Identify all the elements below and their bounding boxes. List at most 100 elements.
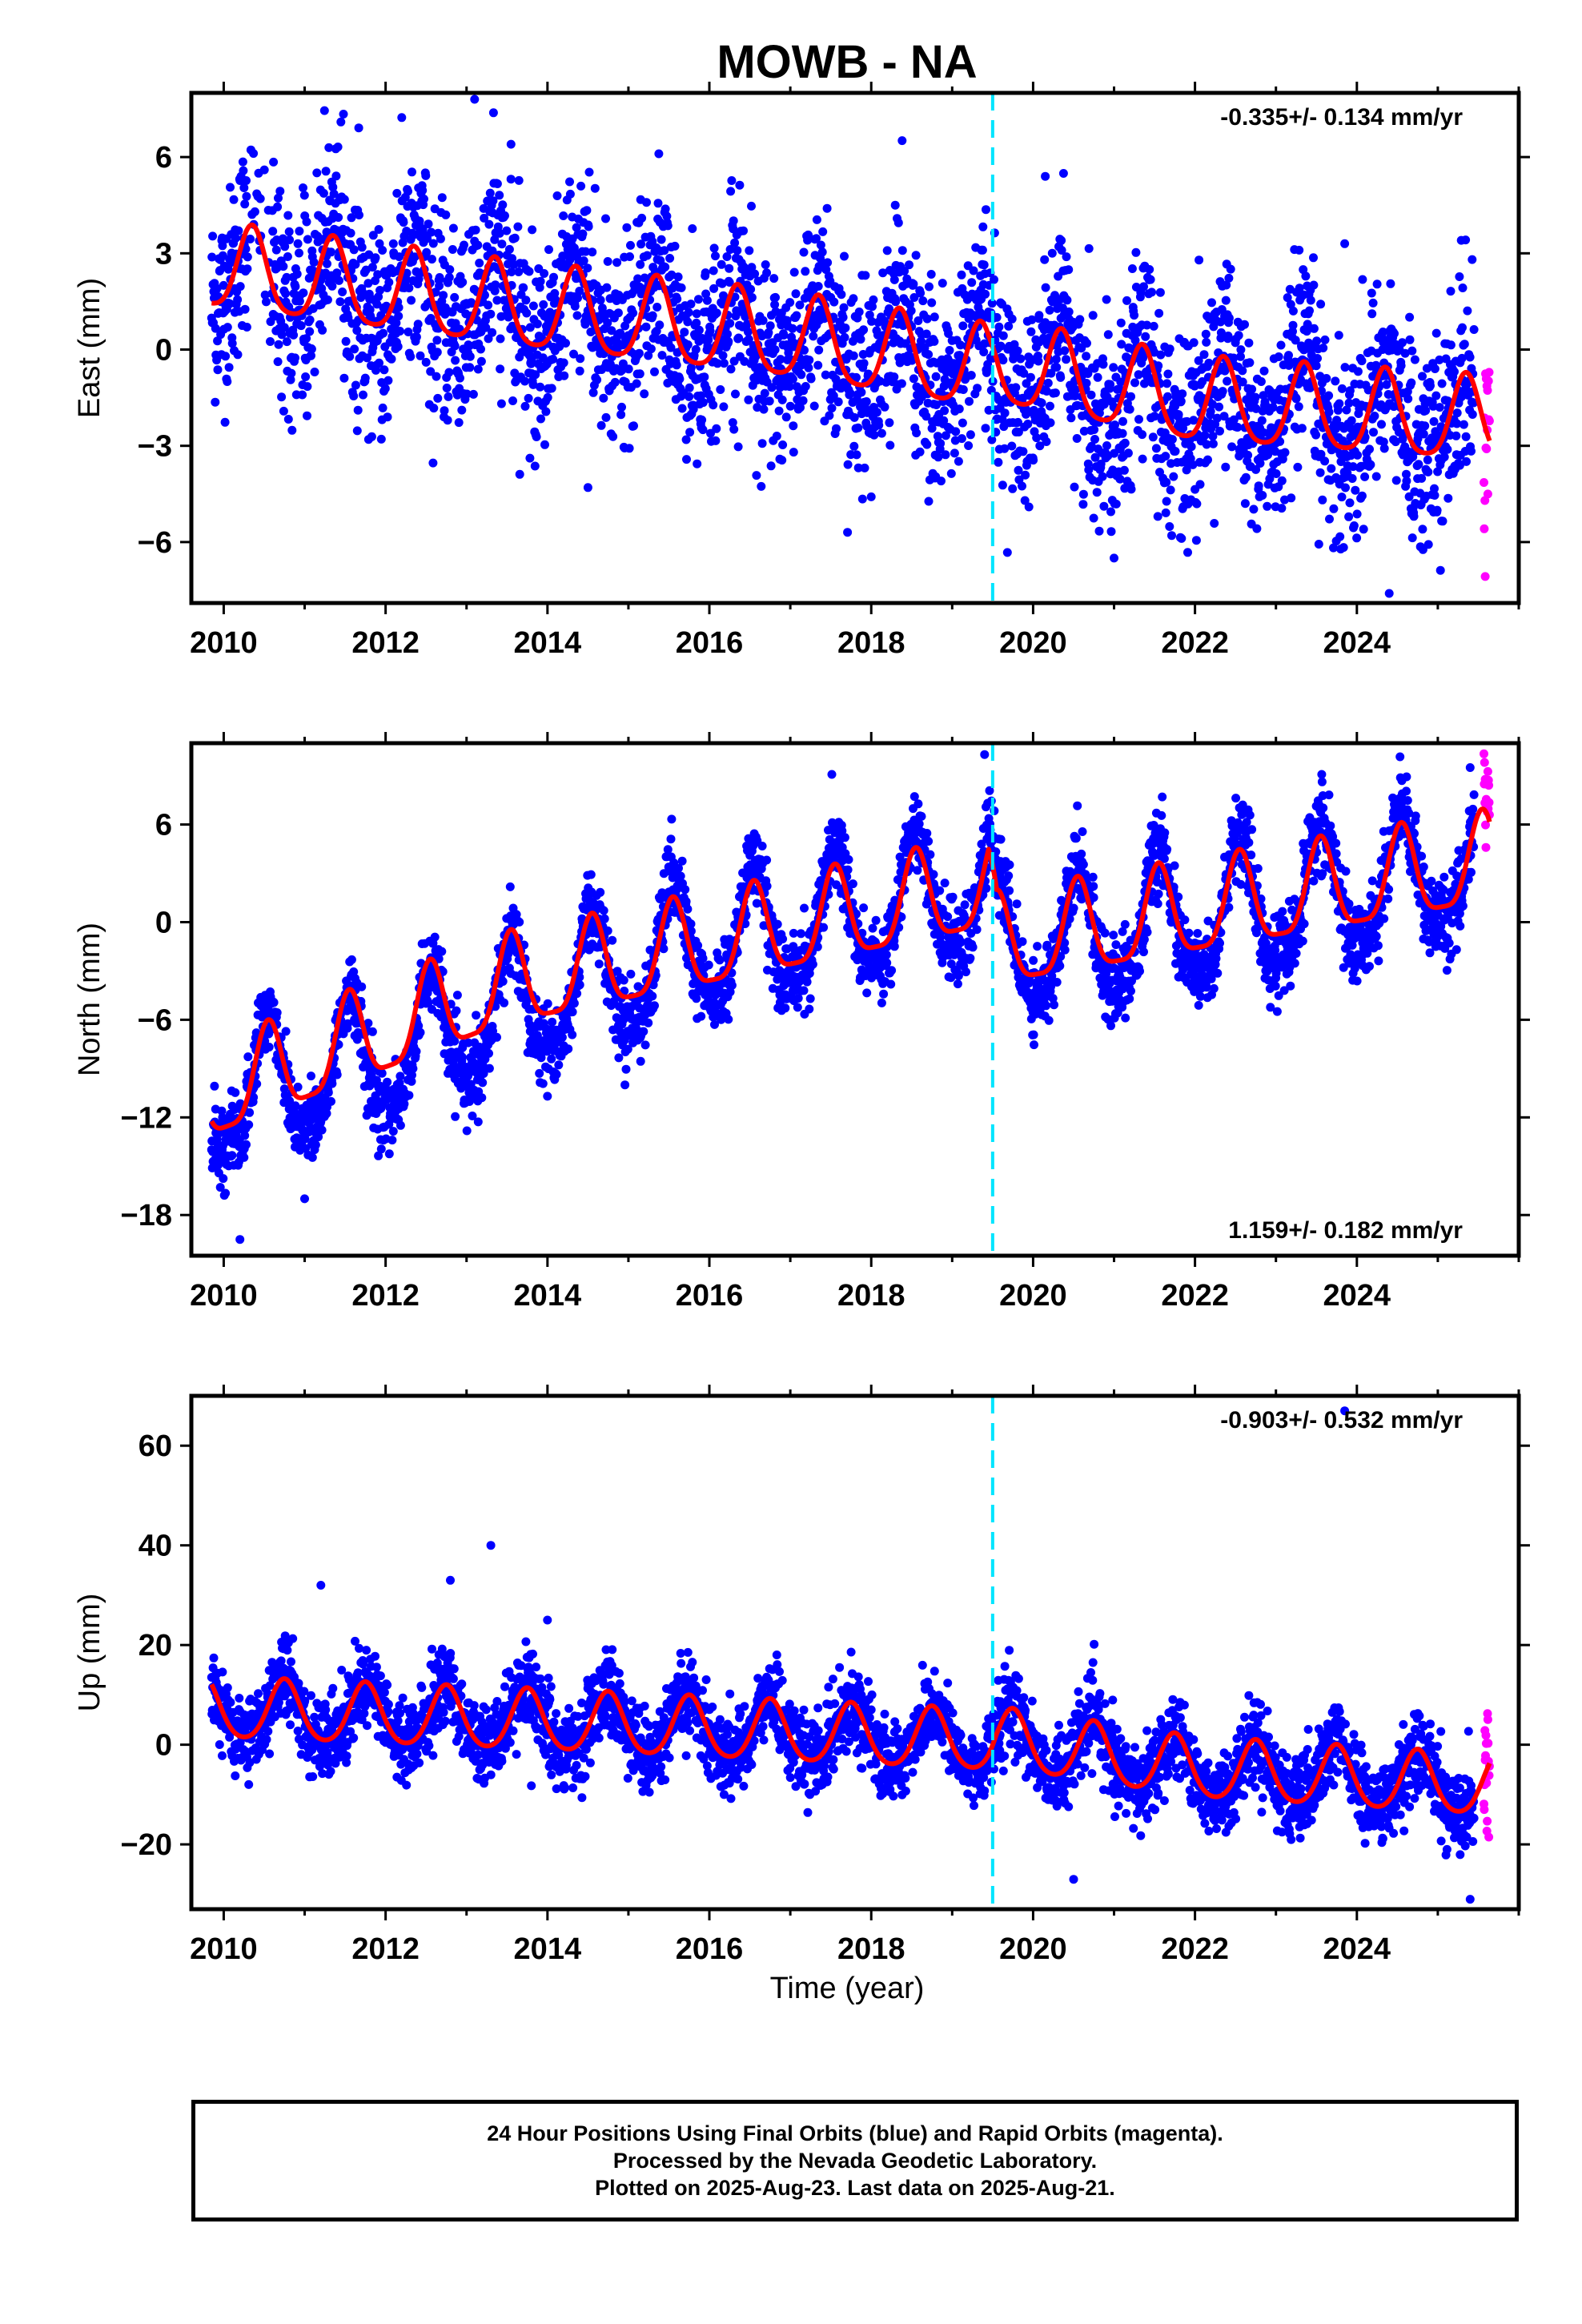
final-orbit-point <box>441 210 451 219</box>
final-orbit-point <box>978 245 987 255</box>
final-orbit-point <box>795 300 805 310</box>
final-orbit-point <box>1070 385 1080 395</box>
final-orbit-point <box>1007 441 1017 451</box>
final-orbit-point <box>364 250 374 259</box>
final-orbit-point <box>685 428 695 437</box>
final-orbit-point <box>1446 340 1456 350</box>
final-orbit-point <box>1093 372 1102 382</box>
final-orbit-point <box>859 325 869 335</box>
final-orbit-point <box>1349 521 1359 530</box>
final-orbit-point <box>677 404 687 413</box>
final-orbit-point <box>998 331 1008 340</box>
final-orbit-point <box>1345 498 1355 508</box>
final-orbit-point <box>1313 354 1322 363</box>
outlier-point <box>1384 589 1394 598</box>
final-orbit-point <box>444 368 454 377</box>
final-orbit-point <box>310 368 319 376</box>
final-orbit-point <box>1340 363 1350 372</box>
x-tick-label: 2022 <box>1161 626 1229 660</box>
final-orbit-point <box>788 374 797 384</box>
final-orbit-point <box>969 266 978 275</box>
final-orbit-point <box>1452 408 1462 418</box>
final-orbit-point <box>1229 415 1239 424</box>
final-orbit-point <box>926 270 936 279</box>
final-orbit-point <box>268 227 278 236</box>
final-orbit-point <box>642 198 651 207</box>
final-orbit-point <box>360 373 370 383</box>
final-orbit-point <box>741 312 750 321</box>
final-orbit-point <box>915 447 925 456</box>
final-orbit-point <box>1275 436 1285 446</box>
final-orbit-point <box>581 247 590 256</box>
final-orbit-point <box>1149 321 1158 331</box>
final-orbit-point <box>384 278 394 287</box>
final-orbit-point <box>1243 450 1253 460</box>
final-orbit-point <box>757 481 766 491</box>
final-orbit-point <box>882 246 892 255</box>
final-orbit-point <box>404 187 412 196</box>
final-orbit-point <box>1050 291 1059 300</box>
final-orbit-point <box>1459 420 1468 429</box>
final-orbit-point <box>663 221 673 231</box>
final-orbit-point <box>613 308 623 318</box>
final-orbit-point <box>852 450 861 460</box>
final-orbit-point <box>987 435 997 444</box>
final-orbit-point <box>394 312 404 321</box>
final-orbit-point <box>698 425 708 435</box>
final-orbit-point <box>332 1070 342 1080</box>
final-orbit-point <box>730 238 740 247</box>
final-orbit-point <box>384 1149 394 1159</box>
final-orbit-point <box>1309 280 1319 290</box>
final-orbit-point <box>1166 485 1175 495</box>
final-orbit-point <box>1202 440 1211 449</box>
final-orbit-point <box>1461 432 1471 441</box>
rapid-orbit-point <box>1484 613 1492 621</box>
final-orbit-point <box>565 177 574 187</box>
final-orbit-point <box>1457 353 1467 363</box>
final-orbit-point <box>1221 296 1231 305</box>
final-orbit-point <box>1188 460 1198 469</box>
final-orbit-point <box>246 235 255 243</box>
final-orbit-point <box>1223 376 1232 386</box>
final-orbit-point <box>547 1054 556 1063</box>
final-orbit-point <box>450 292 460 302</box>
final-orbit-point <box>543 999 552 1008</box>
final-orbit-point <box>640 389 649 399</box>
final-orbit-point <box>746 284 756 294</box>
final-orbit-point <box>1106 380 1115 389</box>
final-orbit-point <box>1284 351 1293 360</box>
final-orbit-point <box>1391 437 1400 447</box>
final-orbit-point <box>224 363 234 372</box>
final-orbit-point <box>1420 421 1430 431</box>
final-orbit-point <box>1079 426 1089 436</box>
final-orbit-point <box>1094 526 1104 536</box>
final-orbit-point <box>301 372 311 381</box>
final-orbit-point <box>726 187 736 196</box>
final-orbit-point <box>718 351 728 360</box>
final-orbit-point <box>213 365 223 375</box>
final-orbit-point <box>1402 469 1411 479</box>
final-orbit-point <box>327 1079 337 1088</box>
final-orbit-point <box>1302 327 1311 336</box>
final-orbit-point <box>353 405 363 415</box>
final-orbit-point <box>922 314 932 324</box>
final-orbit-point <box>458 277 468 287</box>
final-orbit-point <box>327 1096 335 1106</box>
final-orbit-point <box>946 468 956 478</box>
final-orbit-point <box>1029 456 1038 465</box>
final-orbit-point <box>1143 372 1153 381</box>
final-orbit-point <box>994 457 1003 467</box>
final-orbit-point <box>1092 488 1102 497</box>
final-orbit-point <box>812 215 821 224</box>
final-orbit-point <box>491 280 500 290</box>
final-orbit-point <box>540 269 549 278</box>
final-orbit-point <box>351 380 360 390</box>
final-orbit-point <box>496 364 505 374</box>
final-orbit-point <box>1162 497 1171 506</box>
final-orbit-point <box>1463 306 1472 316</box>
final-orbit-point <box>982 205 990 215</box>
final-orbit-point <box>1234 331 1243 340</box>
final-orbit-point <box>799 247 809 257</box>
outlier-point <box>1110 553 1118 563</box>
final-orbit-point <box>568 1007 577 1017</box>
